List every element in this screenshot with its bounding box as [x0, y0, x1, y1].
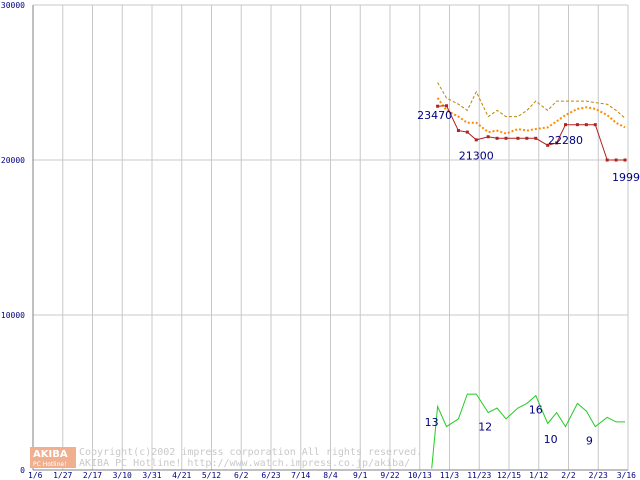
data-point-min: [486, 135, 490, 139]
x-tick-label: 6/23: [261, 471, 280, 480]
x-tick-label: 1/6: [28, 471, 43, 480]
x-tick-label: 9/1: [353, 471, 368, 480]
y-tick-label: 10000: [1, 311, 25, 320]
data-label: 19999: [612, 171, 640, 184]
data-point-min: [605, 158, 609, 162]
data-point-min: [456, 129, 460, 133]
x-tick-label: 3/16: [617, 471, 636, 480]
x-tick-label: 7/14: [291, 471, 310, 480]
watermark-logo-bottom: PC Hotline!: [33, 461, 66, 468]
watermark-copyright: Copyright(c)2002 impress corporation All…: [79, 447, 422, 458]
x-tick-label: 12/15: [497, 471, 521, 480]
series-line-shops: [431, 393, 625, 469]
data-label: 23470: [417, 109, 452, 122]
data-label: 16: [529, 404, 543, 417]
data-label: 12: [478, 421, 492, 434]
data-point-min: [504, 136, 508, 140]
x-tick-label: 6/2: [234, 471, 249, 480]
grid: [33, 4, 629, 470]
data-point-min: [546, 143, 550, 147]
data-label: 9: [586, 435, 593, 448]
y-tick-label: 20000: [1, 156, 25, 165]
axes: [32, 5, 628, 471]
data-labels: 23470 21300 22280 19999 13 12 16 10 9: [417, 109, 640, 448]
x-tick-label: 11/23: [467, 471, 491, 480]
x-tick-label: 2/2: [561, 471, 576, 480]
data-point-min: [495, 136, 499, 140]
data-point-min: [474, 138, 478, 142]
data-point-min: [614, 158, 618, 162]
data-point-min: [534, 136, 538, 140]
x-tick-label: 2/23: [589, 471, 608, 480]
data-point-min: [564, 123, 568, 127]
x-tick-label: 1/27: [53, 471, 72, 480]
data-point-min: [525, 136, 529, 140]
watermark-logo-top: AKIBA: [33, 449, 68, 460]
y-tick-label: 0: [20, 466, 25, 475]
data-point-min: [555, 141, 559, 145]
y-tick-labels: 0 10000 20000 30000: [1, 1, 25, 475]
data-label: 13: [425, 416, 439, 429]
data-point-min: [445, 104, 449, 108]
data-point-min: [516, 136, 520, 140]
data-point-min: [436, 104, 440, 108]
data-point-min: [584, 123, 588, 127]
watermark-logo-box: [30, 447, 76, 468]
data-label: 22280: [548, 134, 583, 147]
series: [431, 82, 627, 469]
watermark: AKIBA PC Hotline! Copyright(c)2002 impre…: [30, 447, 422, 469]
x-tick-label: 2/17: [83, 471, 102, 480]
data-label: 10: [544, 433, 558, 446]
data-point-min: [465, 130, 469, 134]
x-tick-label: 10/13: [408, 471, 432, 480]
x-tick-label: 3/10: [113, 471, 132, 480]
x-tick-label: 4/21: [172, 471, 191, 480]
series-line-max: [437, 82, 626, 119]
x-tick-label: 1/12: [529, 471, 548, 480]
y-tick-label: 30000: [1, 1, 25, 10]
watermark-url: AKIBA PC Hotline! http://www.watch.impre…: [79, 458, 410, 469]
data-point-min: [623, 158, 627, 162]
data-label: 21300: [459, 149, 494, 162]
data-point-min: [575, 123, 579, 127]
x-tick-label: 5/12: [202, 471, 221, 480]
x-tick-label: 8/4: [323, 471, 338, 480]
x-tick-label: 9/22: [380, 471, 399, 480]
data-point-min: [593, 123, 597, 127]
x-tick-label: 11/3: [440, 471, 459, 480]
series-line-avg: [436, 97, 626, 135]
x-tick-label: 3/31: [142, 471, 161, 480]
x-tick-labels: 1/6 1/27 2/17 3/10 3/31 4/21 5/12 6/2 6/23 7/14 8/…: [28, 471, 636, 480]
